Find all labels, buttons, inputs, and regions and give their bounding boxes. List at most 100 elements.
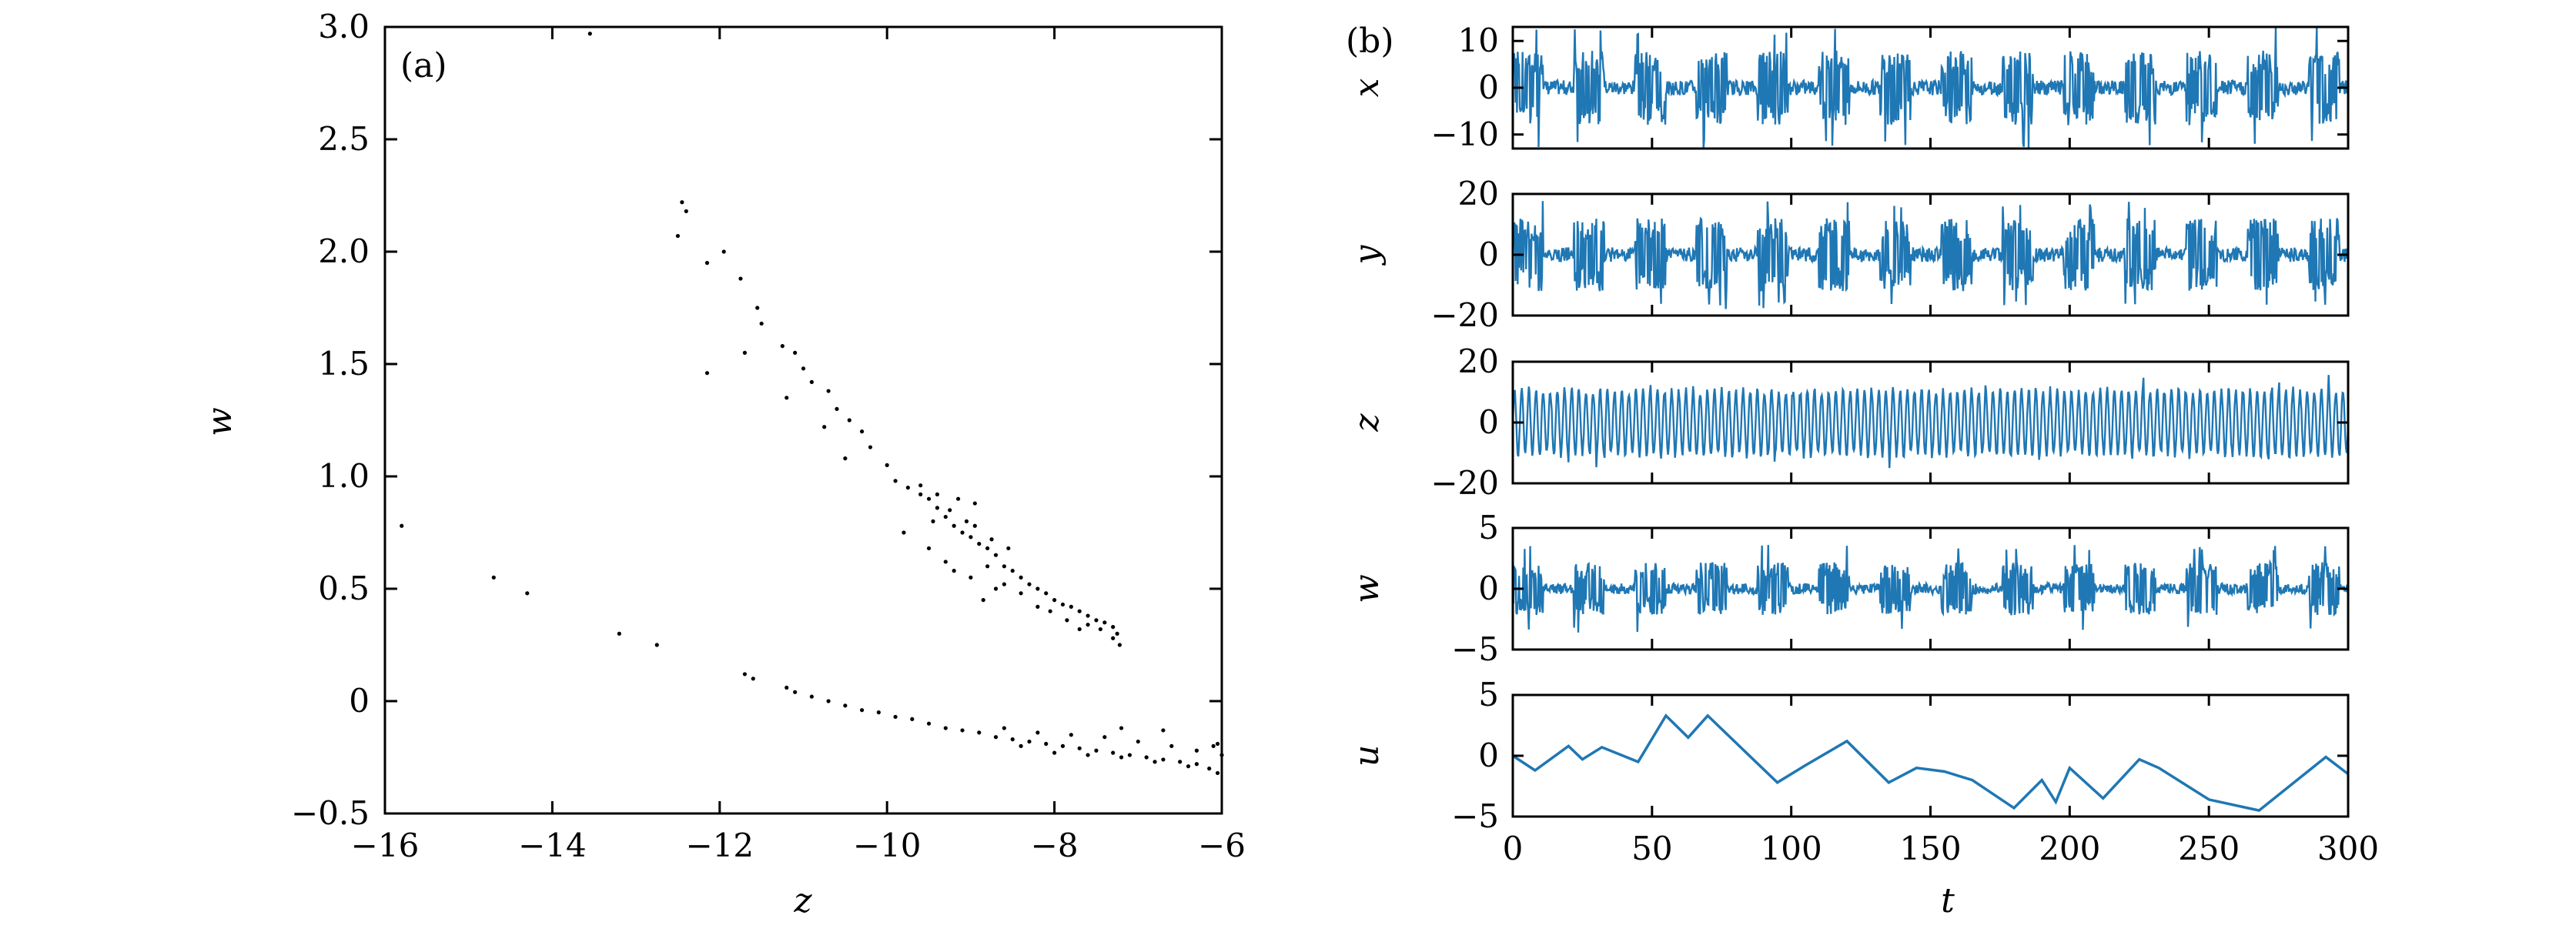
scatter-point: [1019, 575, 1023, 580]
scatter-point: [943, 514, 948, 519]
scatter-point: [952, 523, 956, 528]
scatter-point: [704, 261, 710, 266]
scatter-point: [793, 350, 798, 355]
scatter-point: [859, 429, 865, 434]
scatter-point: [926, 496, 932, 501]
subplot-y: −20 0 20 y: [1347, 175, 2350, 334]
scatter-point: [847, 418, 851, 423]
x-tick-label: −16: [351, 827, 420, 864]
scatter-point: [1119, 755, 1124, 760]
scatter-point: [1111, 750, 1116, 755]
scatter-point: [675, 233, 681, 239]
scatter-point: [910, 717, 915, 721]
y-tick-label: 0.5: [318, 570, 370, 607]
y-tick-label: 2.0: [318, 232, 370, 270]
scatter-point: [893, 714, 898, 720]
y-tick-label: −5: [1451, 797, 1499, 835]
scatter-point: [785, 396, 789, 400]
scatter-point: [1136, 739, 1140, 744]
scatter-point: [985, 546, 990, 551]
scatter-point: [1044, 741, 1049, 747]
y-tick-label: 2.5: [318, 120, 370, 158]
panel-a-xlabel: z: [793, 881, 812, 920]
subplot-frame-u: [1511, 693, 2350, 818]
scatter-point: [935, 506, 940, 510]
scatter-point: [1035, 730, 1040, 735]
scatter-point: [885, 463, 889, 468]
y-tick-label: 0: [1478, 737, 1499, 774]
ylabel-z: z: [1347, 413, 1387, 433]
panel-a-scatter: (a) z w −16 −14 −12 −10 −8 −6 −0.5 0 0.5 1.0 1.5 2.…: [200, 8, 1246, 920]
scatter-point: [1215, 741, 1220, 747]
scatter-point: [1094, 748, 1099, 753]
y-tick-label: 20: [1458, 342, 1499, 380]
scatter-point: [822, 425, 827, 429]
panel-b-xlabel: t: [1941, 881, 1955, 920]
y-tick-label: 0: [1478, 236, 1499, 273]
panel-a-ylabel: w: [200, 407, 239, 436]
scatter-point: [943, 726, 948, 730]
scatter-point: [960, 728, 965, 733]
series-line-z: [1513, 375, 2348, 469]
x-tick-label: −14: [518, 827, 587, 864]
scatter-point: [859, 708, 865, 713]
x-tick-label: 200: [2039, 830, 2100, 867]
ylabel-x: x: [1347, 78, 1387, 97]
scatter-point: [1094, 618, 1099, 623]
scatter-point: [1010, 737, 1015, 742]
y-tick-label: −10: [1430, 115, 1499, 153]
scatter-point: [826, 389, 831, 393]
scatter-point: [751, 676, 755, 681]
scatter-point: [926, 721, 932, 726]
scatter-point: [876, 710, 881, 715]
y-tick-label: 5: [1478, 509, 1499, 546]
series-line-w: [1513, 545, 2348, 633]
y-tick-label: −20: [1430, 464, 1499, 502]
scatter-point: [1115, 631, 1119, 636]
scatter-point: [1111, 625, 1116, 630]
series-line-x: [1513, 28, 2348, 149]
scatter-point: [809, 694, 814, 699]
series-line-u: [1513, 713, 2348, 812]
scatter-point: [654, 643, 659, 647]
scatter-point: [1161, 757, 1166, 762]
subplot-x: −10 0 10 x: [1347, 22, 2350, 153]
scatter-point: [1027, 582, 1032, 586]
scatter-point: [972, 523, 977, 528]
panel-a-points: [400, 32, 1224, 776]
scatter-point: [960, 530, 965, 535]
scatter-point: [721, 249, 726, 254]
scatter-point: [1211, 743, 1216, 749]
scatter-point: [993, 553, 999, 557]
scatter-point: [684, 209, 688, 214]
scatter-point: [843, 703, 848, 708]
scatter-point: [755, 306, 760, 310]
scatter-point: [742, 350, 748, 355]
scatter-point: [1010, 569, 1015, 573]
panel-b-label: (b): [1346, 22, 1394, 61]
scatter-point: [977, 542, 982, 546]
x-tick-label: 0: [1503, 830, 1524, 867]
scatter-point: [1069, 733, 1073, 737]
scatter-point: [738, 276, 743, 281]
y-tick-label: 0: [1478, 403, 1499, 441]
scatter-point: [918, 483, 923, 488]
scatter-point: [1102, 620, 1107, 625]
x-tick-label: 100: [1761, 830, 1822, 867]
ylabel-w: w: [1347, 574, 1387, 603]
series-line-y: [1513, 201, 2348, 309]
x-tick-label: 50: [1631, 830, 1672, 867]
scatter-point: [985, 564, 990, 569]
scatter-point: [955, 496, 961, 501]
scatter-point: [1019, 591, 1023, 596]
scatter-point: [969, 535, 973, 539]
scatter-point: [1060, 743, 1066, 749]
scatter-point: [868, 445, 873, 449]
scatter-point: [931, 519, 935, 524]
subplot-z: −20 0 20 z: [1347, 342, 2350, 502]
scatter-point: [1207, 767, 1212, 771]
y-tick-label: 5: [1478, 676, 1499, 713]
scatter-point: [1194, 762, 1199, 767]
